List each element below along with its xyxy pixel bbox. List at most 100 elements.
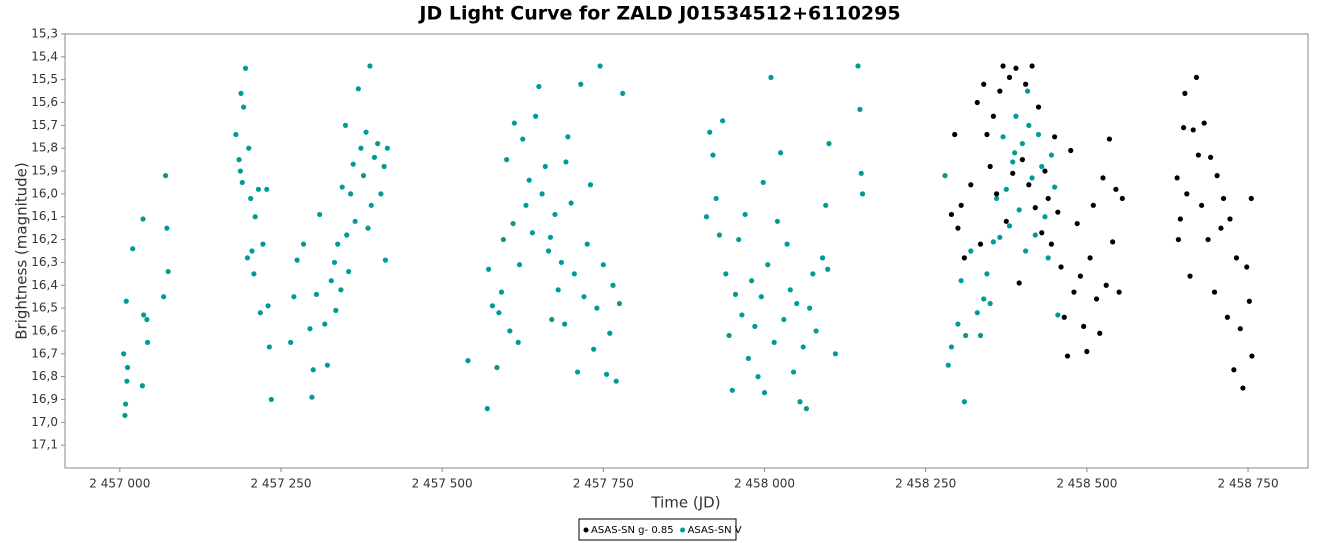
- data-point: [713, 195, 719, 202]
- data-point: [238, 90, 244, 96]
- data-point: [233, 131, 239, 138]
- data-point: [710, 152, 716, 158]
- data-point: [981, 81, 987, 87]
- data-point: [346, 268, 352, 275]
- data-point: [1097, 330, 1103, 336]
- data-point: [761, 390, 768, 396]
- data-point: [1093, 296, 1100, 302]
- y-tick-label: 16,4: [31, 278, 58, 292]
- data-point: [963, 332, 969, 339]
- data-point: [994, 191, 1000, 197]
- data-point: [723, 271, 729, 277]
- y-tick-label: 15,9: [31, 164, 58, 178]
- data-point: [1211, 289, 1218, 295]
- data-point: [511, 120, 517, 126]
- data-point: [1068, 147, 1074, 154]
- data-point: [1006, 223, 1013, 229]
- data-point: [1016, 207, 1022, 213]
- data-point: [1248, 195, 1254, 202]
- data-point: [1048, 241, 1055, 247]
- data-point: [547, 234, 554, 240]
- data-point: [1233, 255, 1240, 261]
- data-point: [1237, 326, 1243, 332]
- data-point: [562, 321, 568, 327]
- data-point: [1195, 152, 1201, 158]
- data-point: [237, 168, 243, 174]
- y-tick-label: 16,8: [31, 369, 58, 383]
- data-point: [485, 266, 492, 272]
- data-point: [536, 83, 542, 90]
- data-point: [251, 271, 257, 277]
- data-point: [1052, 134, 1058, 140]
- data-point: [252, 214, 258, 220]
- data-point: [367, 63, 373, 69]
- data-point: [752, 323, 758, 329]
- data-point: [294, 257, 300, 263]
- data-point: [331, 259, 338, 266]
- data-point: [945, 362, 951, 368]
- data-point: [555, 287, 561, 293]
- data-point: [1184, 191, 1190, 197]
- data-point: [1110, 239, 1116, 245]
- data-point: [587, 182, 594, 188]
- series-1: [948, 63, 1255, 391]
- data-point: [244, 255, 251, 261]
- data-point: [1039, 230, 1045, 236]
- data-point: [984, 131, 990, 138]
- data-point: [344, 232, 350, 238]
- data-point: [568, 200, 574, 206]
- data-point: [774, 218, 781, 224]
- data-point: [498, 289, 505, 295]
- data-point: [703, 214, 710, 220]
- data-point: [961, 255, 967, 261]
- data-point: [1201, 120, 1207, 126]
- data-point: [768, 74, 774, 80]
- data-point: [264, 186, 270, 192]
- data-point: [574, 369, 581, 375]
- data-point: [584, 241, 590, 247]
- y-tick-label: 15,5: [31, 72, 58, 86]
- data-point: [465, 358, 471, 364]
- x-tick-label: 2 458 750: [1218, 477, 1279, 491]
- data-point: [955, 225, 961, 231]
- data-point: [1214, 173, 1220, 179]
- chart-title: JD Light Curve for ZALD J01534512+611029…: [417, 3, 900, 25]
- data-point: [987, 163, 993, 170]
- data-point: [1231, 367, 1237, 373]
- x-tick-label: 2 458 500: [1056, 477, 1117, 491]
- data-point: [515, 339, 521, 345]
- data-point: [958, 278, 964, 284]
- data-point: [124, 378, 130, 384]
- data-point: [1000, 134, 1006, 140]
- data-point: [760, 179, 766, 186]
- data-point: [375, 141, 381, 147]
- data-point: [1035, 104, 1042, 110]
- data-point: [974, 99, 980, 106]
- data-point: [1246, 298, 1252, 304]
- data-point: [826, 141, 832, 147]
- data-point: [355, 86, 361, 92]
- data-point: [1019, 141, 1025, 147]
- data-point: [1218, 225, 1224, 231]
- data-point: [249, 248, 255, 254]
- data-point: [1240, 385, 1246, 391]
- data-point: [1010, 170, 1016, 176]
- data-point: [360, 173, 367, 179]
- data-point: [507, 328, 513, 334]
- data-point: [1029, 63, 1035, 69]
- data-point: [313, 291, 320, 297]
- data-point: [948, 211, 955, 218]
- data-point: [620, 90, 626, 96]
- data-point: [1003, 186, 1009, 192]
- data-point: [1055, 209, 1061, 215]
- data-point: [309, 394, 315, 400]
- data-point: [1042, 168, 1048, 174]
- data-point: [333, 307, 339, 313]
- data-point: [162, 173, 169, 179]
- legend-marker: [680, 527, 686, 533]
- data-point: [955, 321, 961, 327]
- data-point: [749, 278, 755, 284]
- data-point: [348, 191, 354, 197]
- data-point: [520, 136, 526, 142]
